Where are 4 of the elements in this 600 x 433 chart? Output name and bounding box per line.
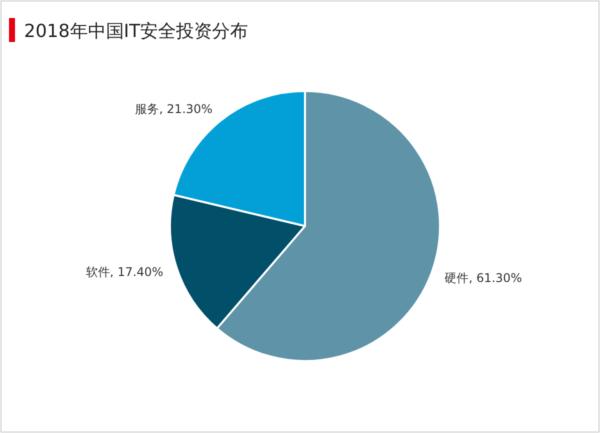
slice-label: 软件, 17.40% (86, 265, 164, 280)
slice-label: 硬件, 61.30% (444, 270, 522, 285)
slice-label: 服务, 21.30% (135, 102, 213, 116)
chart-title: 2018年中国IT安全投资分布 (24, 21, 248, 42)
